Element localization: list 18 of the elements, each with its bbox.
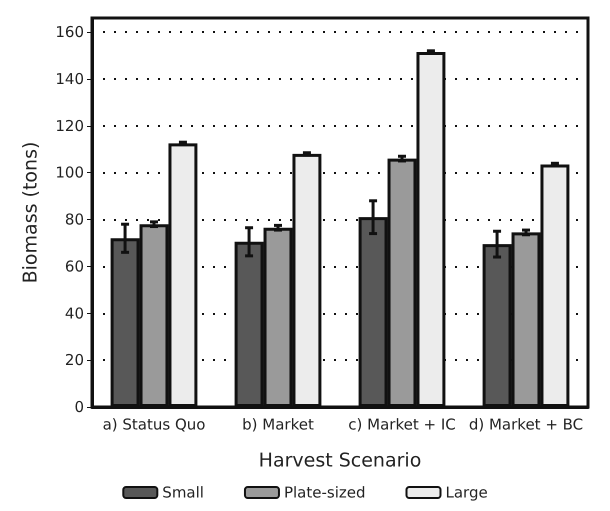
y-tick-label: 160 — [55, 23, 84, 42]
x-tick-label: a) Status Quo — [102, 416, 206, 434]
y-tick-label: 0 — [74, 398, 84, 416]
x-tick-label: d) Market + BC — [468, 416, 584, 434]
y-tick-label: 40 — [64, 304, 84, 322]
x-tick-label: c) Market + IC — [348, 416, 456, 434]
y-tick-label: 140 — [55, 70, 84, 88]
legend-label: Large — [445, 484, 488, 502]
y-axis-title: Biomass (tons) — [20, 142, 42, 284]
x-axis-title: Harvest Scenario — [258, 450, 422, 472]
legend-label: Small — [162, 484, 204, 502]
x-tick-label: b) Market — [242, 416, 314, 434]
y-tick-label: 60 — [64, 257, 84, 276]
legend-label: Plate-sized — [284, 484, 366, 502]
y-tick-label: 20 — [64, 351, 84, 370]
y-tick-label: 100 — [55, 164, 84, 182]
y-tick-label: 80 — [64, 210, 84, 229]
y-tick-label: 120 — [55, 116, 84, 135]
